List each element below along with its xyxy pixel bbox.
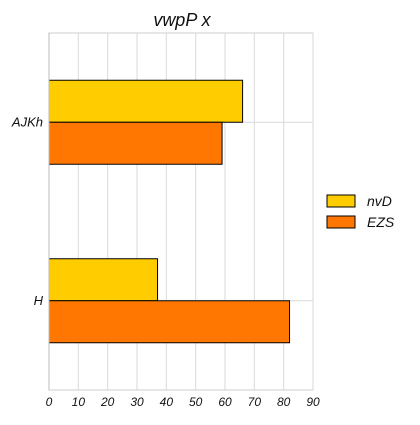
x-tick-label: 70	[248, 395, 262, 409]
chart-title: vwpP x	[153, 10, 211, 30]
x-tick-label: 80	[277, 395, 291, 409]
category-label: AJKh	[11, 114, 43, 129]
x-tick-label: 20	[100, 395, 115, 409]
x-tick-label: 50	[189, 395, 203, 409]
bar-EZS-AJKh	[48, 121, 223, 165]
x-tick-label: 30	[130, 395, 144, 409]
x-tick-label: 90	[306, 395, 320, 409]
x-tick-label: 0	[46, 395, 53, 409]
bars	[48, 79, 291, 344]
legend-label-nvD: nvD	[367, 193, 392, 209]
bar-EZS-H	[48, 300, 291, 344]
legend-swatch-nvD	[326, 194, 356, 208]
legend: nvD EZS	[326, 193, 395, 230]
axes: 0 10 20 30 40 50 60 70 80 90 AJKh H	[11, 33, 320, 409]
legend-label-EZS: EZS	[367, 214, 395, 230]
bar-nvD-AJKh	[48, 79, 244, 123]
category-label: H	[34, 293, 44, 308]
x-tick-label: 40	[160, 395, 174, 409]
x-tick-label: 10	[72, 395, 86, 409]
bar-nvD-H	[48, 258, 159, 302]
x-tick-label: 60	[218, 395, 232, 409]
legend-swatch-EZS	[326, 215, 356, 229]
